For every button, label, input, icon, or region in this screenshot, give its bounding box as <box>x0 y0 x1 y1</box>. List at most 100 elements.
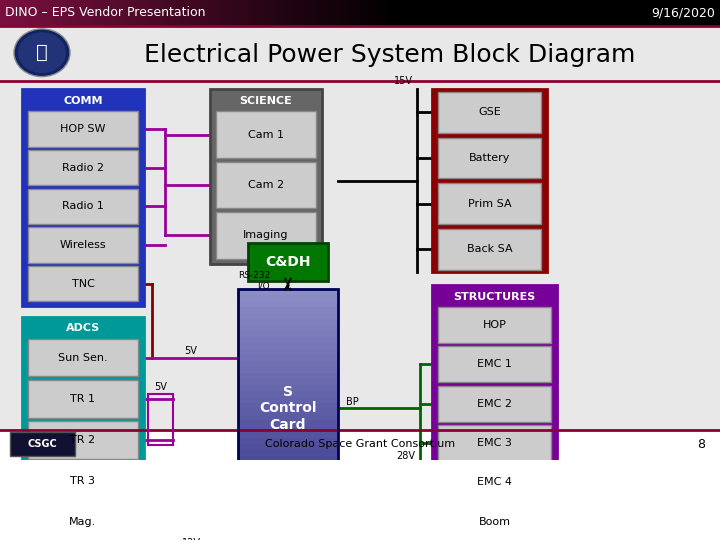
Bar <box>158 0 159 25</box>
Bar <box>237 0 238 25</box>
Bar <box>72 0 73 25</box>
Bar <box>1 0 2 25</box>
Bar <box>493 0 494 25</box>
Circle shape <box>14 29 70 77</box>
Bar <box>544 0 545 25</box>
Bar <box>501 0 502 25</box>
Bar <box>498 0 499 25</box>
Bar <box>154 0 155 25</box>
Bar <box>203 0 204 25</box>
Bar <box>303 0 304 25</box>
Bar <box>6 0 7 25</box>
Bar <box>566 0 567 25</box>
Bar <box>425 0 426 25</box>
Bar <box>54 0 55 25</box>
Bar <box>690 0 691 25</box>
Bar <box>120 0 121 25</box>
Bar <box>80 0 81 25</box>
Bar <box>136 0 137 25</box>
Bar <box>73 0 74 25</box>
Bar <box>366 0 367 25</box>
Bar <box>78 0 79 25</box>
Bar <box>63 0 64 25</box>
Bar <box>640 0 641 25</box>
Bar <box>402 0 403 25</box>
Bar <box>332 0 333 25</box>
Bar <box>519 0 520 25</box>
Bar <box>28 421 138 459</box>
Bar <box>164 0 165 25</box>
Bar <box>534 0 535 25</box>
Bar <box>681 0 682 25</box>
Text: TNC: TNC <box>71 279 94 289</box>
Bar <box>148 394 173 445</box>
Bar <box>238 414 338 421</box>
Bar <box>367 0 368 25</box>
Bar <box>717 0 718 25</box>
Bar <box>438 92 541 132</box>
Bar <box>692 0 693 25</box>
Bar <box>320 0 321 25</box>
Bar <box>630 0 631 25</box>
Bar <box>503 0 504 25</box>
Bar <box>248 0 249 25</box>
Bar <box>363 0 364 25</box>
Bar <box>629 0 630 25</box>
Bar <box>351 0 352 25</box>
Bar <box>38 0 39 25</box>
Bar <box>557 0 558 25</box>
Bar <box>314 0 315 25</box>
Bar <box>469 0 470 25</box>
Bar <box>235 0 236 25</box>
Bar <box>556 0 557 25</box>
Bar <box>596 0 597 25</box>
Bar <box>663 0 664 25</box>
Bar <box>175 0 176 25</box>
Bar <box>576 0 577 25</box>
Bar <box>157 0 158 25</box>
Bar <box>609 0 610 25</box>
Bar <box>7 0 8 25</box>
Bar <box>199 0 200 25</box>
Bar <box>669 0 670 25</box>
Bar <box>119 0 120 25</box>
Bar <box>622 0 623 25</box>
Bar <box>594 0 595 25</box>
Bar <box>494 0 495 25</box>
Bar <box>28 111 138 147</box>
Bar <box>92 0 93 25</box>
Bar <box>285 0 286 25</box>
Bar <box>217 0 218 25</box>
Bar <box>589 0 590 25</box>
Bar <box>328 0 329 25</box>
Bar <box>238 343 338 349</box>
Bar <box>269 0 270 25</box>
Bar <box>611 0 612 25</box>
Text: TR 3: TR 3 <box>71 476 96 486</box>
Bar <box>685 0 686 25</box>
Bar <box>238 504 338 510</box>
Text: Prim SA: Prim SA <box>468 199 511 208</box>
Bar <box>112 0 113 25</box>
Bar <box>163 0 164 25</box>
Bar <box>296 0 297 25</box>
Bar <box>678 0 679 25</box>
Bar <box>182 0 183 25</box>
Bar <box>348 0 349 25</box>
Text: DINO – EPS Vendor Presentation: DINO – EPS Vendor Presentation <box>5 6 205 19</box>
Bar <box>60 0 61 25</box>
Bar <box>138 0 139 25</box>
Bar <box>404 0 405 25</box>
Bar <box>677 0 678 25</box>
Bar <box>360 0 361 25</box>
Bar <box>421 0 422 25</box>
Bar <box>373 0 374 25</box>
Bar <box>69 0 70 25</box>
Bar <box>350 0 351 25</box>
Bar <box>361 0 362 25</box>
Bar <box>347 0 348 25</box>
Bar <box>364 0 365 25</box>
Bar <box>389 0 390 25</box>
Bar <box>406 0 407 25</box>
Bar <box>438 347 551 382</box>
